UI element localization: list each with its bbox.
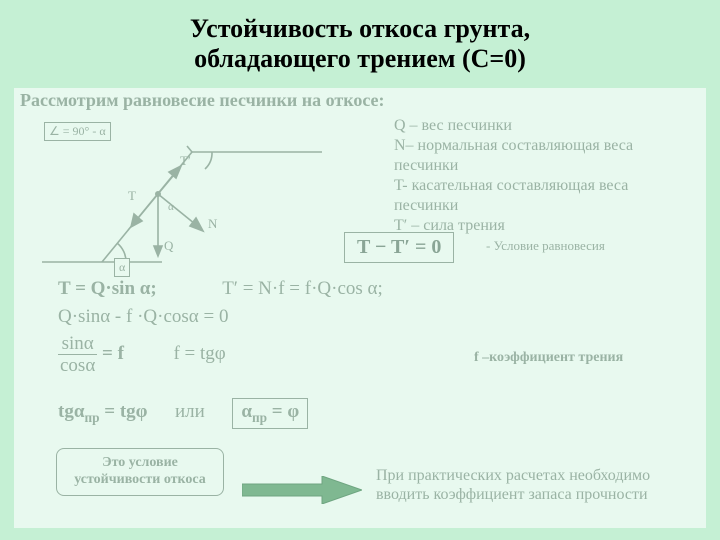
svg-text:T′: T′ <box>180 153 191 168</box>
content-panel: Рассмотрим равновесие песчинки на откосе… <box>14 88 706 528</box>
slope-diagram: T T′ N Q α ∠ = 90° - α α <box>42 122 352 288</box>
frac-num: sinα <box>58 334 97 354</box>
eq4a: tgα <box>58 401 84 422</box>
title-line1: Устойчивость откоса грунта, <box>20 14 700 44</box>
angle-alpha-label: α <box>114 258 130 277</box>
svg-text:N: N <box>208 216 218 231</box>
eq1-right: T′ = N·f = f·Q·cos α; <box>222 278 383 299</box>
frac-den: cosα <box>58 354 97 375</box>
svg-text:Q: Q <box>164 238 174 253</box>
svg-text:T: T <box>128 188 136 203</box>
eq3b: f = tgφ <box>173 343 225 364</box>
eq4b-lhs: α <box>241 401 252 422</box>
eq4b-sub: пр <box>252 410 267 425</box>
subhead: Рассмотрим равновесие песчинки на откосе… <box>14 88 706 119</box>
condition-box: Это условие устойчивости откоса <box>56 448 224 496</box>
title-line2: обладающего трением (С=0) <box>20 44 700 74</box>
eq4b-rhs: = φ <box>267 401 299 422</box>
coef-label: f –коэффициент трения <box>474 350 623 366</box>
eq4a-sub: пр <box>84 410 99 425</box>
eq2: Q·sinα - f ·Q·cosα = 0 <box>58 306 228 328</box>
legend-q: Q – вес песчинки <box>394 116 694 136</box>
eq1-left: T = Q·sin α; <box>58 278 157 299</box>
equilibrium-label: - Условие равновесия <box>486 238 605 254</box>
eq4-or: или <box>175 401 205 422</box>
legend-n: N– нормальная составляющая веса песчинки <box>394 136 694 176</box>
legend-t: T- касательная составляющая веса песчинк… <box>394 176 694 216</box>
practical-note: При практических расчетах необходимо вво… <box>376 466 696 504</box>
svg-text:α: α <box>168 201 174 213</box>
frac-rhs: = f <box>102 343 124 364</box>
eq4a-rhs: = tgφ <box>100 401 148 422</box>
legend: Q – вес песчинки N– нормальная составляю… <box>394 116 694 236</box>
frac: sinα cosα <box>58 334 97 375</box>
equilibrium-box: T − T′ = 0 <box>344 232 454 263</box>
angle-top-label: ∠ = 90° - α <box>44 122 111 141</box>
arrow-icon <box>242 476 362 504</box>
eq4b-box: αпр = φ <box>232 398 308 429</box>
